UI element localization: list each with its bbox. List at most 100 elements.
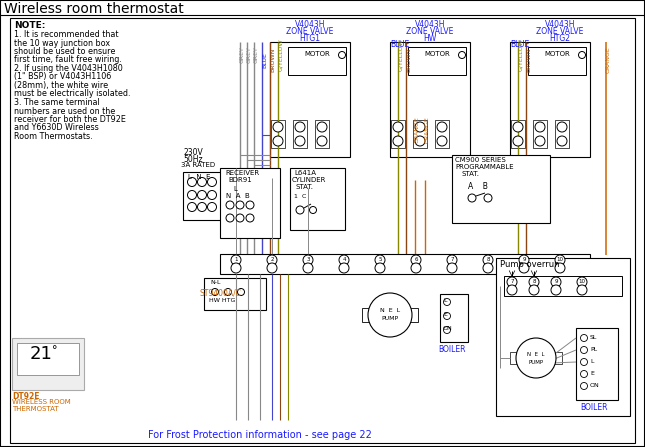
Text: ORANGE: ORANGE	[415, 117, 420, 143]
Text: V4043H: V4043H	[545, 20, 575, 29]
Circle shape	[507, 277, 517, 287]
Circle shape	[303, 263, 313, 273]
Circle shape	[236, 201, 244, 209]
Text: RECEIVER: RECEIVER	[225, 170, 259, 176]
Text: L: L	[443, 298, 446, 303]
Bar	[390, 42, 470, 157]
Text: ORANGE: ORANGE	[425, 117, 430, 143]
Text: (1" BSP) or V4043H1106: (1" BSP) or V4043H1106	[14, 72, 111, 81]
Circle shape	[212, 288, 219, 295]
Circle shape	[580, 371, 588, 378]
Text: 9: 9	[522, 257, 526, 262]
Circle shape	[375, 263, 385, 273]
Text: GREY: GREY	[247, 46, 252, 63]
Circle shape	[368, 293, 412, 337]
Text: 3. The same terminal: 3. The same terminal	[14, 98, 100, 107]
Bar	[452, 155, 550, 223]
Circle shape	[437, 136, 447, 146]
Circle shape	[580, 383, 588, 389]
Bar	[270, 42, 350, 157]
Text: ZONE VALVE: ZONE VALVE	[536, 27, 584, 36]
Circle shape	[507, 285, 517, 295]
Circle shape	[483, 263, 493, 273]
Text: HTG2: HTG2	[550, 34, 570, 43]
Text: first time, fault free wiring.: first time, fault free wiring.	[14, 55, 122, 64]
Circle shape	[580, 358, 588, 366]
Circle shape	[339, 263, 349, 273]
Text: STAT.: STAT.	[296, 184, 314, 190]
Text: numbers are used on the: numbers are used on the	[14, 106, 115, 115]
Bar	[220, 254, 590, 274]
Circle shape	[197, 202, 206, 211]
Circle shape	[310, 207, 317, 214]
Text: V4043H: V4043H	[415, 20, 445, 29]
Circle shape	[188, 190, 197, 199]
Text: HW: HW	[423, 34, 437, 43]
Bar	[391, 120, 405, 148]
Circle shape	[317, 136, 327, 146]
Text: V4043H: V4043H	[295, 20, 325, 29]
Circle shape	[535, 136, 545, 146]
Circle shape	[577, 277, 587, 287]
Text: L: L	[233, 186, 237, 192]
Circle shape	[459, 51, 466, 59]
Circle shape	[303, 255, 313, 265]
Bar	[528, 47, 586, 75]
Circle shape	[519, 255, 529, 265]
Bar	[183, 172, 223, 220]
Bar	[406, 308, 418, 322]
Text: L641A: L641A	[294, 170, 316, 176]
Text: N  A  B: N A B	[226, 193, 250, 199]
Circle shape	[295, 136, 305, 146]
Circle shape	[529, 285, 539, 295]
Text: BOILER: BOILER	[580, 403, 608, 412]
Text: should be used to ensure: should be used to ensure	[14, 47, 115, 56]
Circle shape	[197, 190, 206, 199]
Text: MOTOR: MOTOR	[544, 51, 570, 57]
Text: PROGRAMMABLE: PROGRAMMABLE	[455, 164, 513, 170]
Text: STAT.: STAT.	[462, 171, 480, 177]
Text: 8: 8	[486, 257, 490, 262]
Text: ORANGE: ORANGE	[606, 46, 611, 73]
Circle shape	[226, 201, 234, 209]
Text: MOTOR: MOTOR	[304, 51, 330, 57]
Text: E: E	[443, 312, 447, 317]
Text: E: E	[590, 371, 594, 376]
Circle shape	[246, 214, 254, 222]
Text: 7: 7	[450, 257, 453, 262]
Text: HTG1: HTG1	[299, 34, 321, 43]
Text: and Y6630D Wireless: and Y6630D Wireless	[14, 123, 99, 132]
Bar	[552, 352, 562, 364]
Text: CYLINDER: CYLINDER	[292, 177, 326, 183]
Text: NOTE:: NOTE:	[14, 21, 45, 30]
Text: BLUE: BLUE	[390, 40, 409, 49]
Circle shape	[411, 255, 421, 265]
Bar	[12, 338, 84, 390]
Bar	[511, 120, 525, 148]
Bar	[220, 168, 280, 238]
Text: PUMP: PUMP	[528, 360, 544, 366]
Bar	[204, 278, 266, 310]
Circle shape	[579, 51, 586, 59]
Text: N  E  L: N E L	[527, 351, 545, 357]
Text: For Frost Protection information - see page 22: For Frost Protection information - see p…	[148, 430, 372, 440]
Text: DT92E: DT92E	[12, 392, 39, 401]
Circle shape	[273, 136, 283, 146]
Text: WIRELESS ROOM: WIRELESS ROOM	[12, 399, 71, 405]
Circle shape	[513, 122, 523, 132]
Circle shape	[339, 255, 349, 265]
Circle shape	[236, 214, 244, 222]
Text: 1. It is recommended that: 1. It is recommended that	[14, 30, 119, 39]
Bar	[504, 276, 622, 296]
Bar	[510, 42, 590, 157]
Circle shape	[555, 255, 565, 265]
Circle shape	[415, 136, 425, 146]
Circle shape	[267, 255, 277, 265]
Text: BROWN: BROWN	[526, 48, 531, 72]
Circle shape	[237, 288, 244, 295]
Bar	[17, 343, 79, 375]
Text: L  N  E: L N E	[188, 174, 210, 180]
Bar	[576, 328, 618, 400]
Text: (28mm), the white wire: (28mm), the white wire	[14, 81, 108, 90]
Bar	[315, 120, 329, 148]
